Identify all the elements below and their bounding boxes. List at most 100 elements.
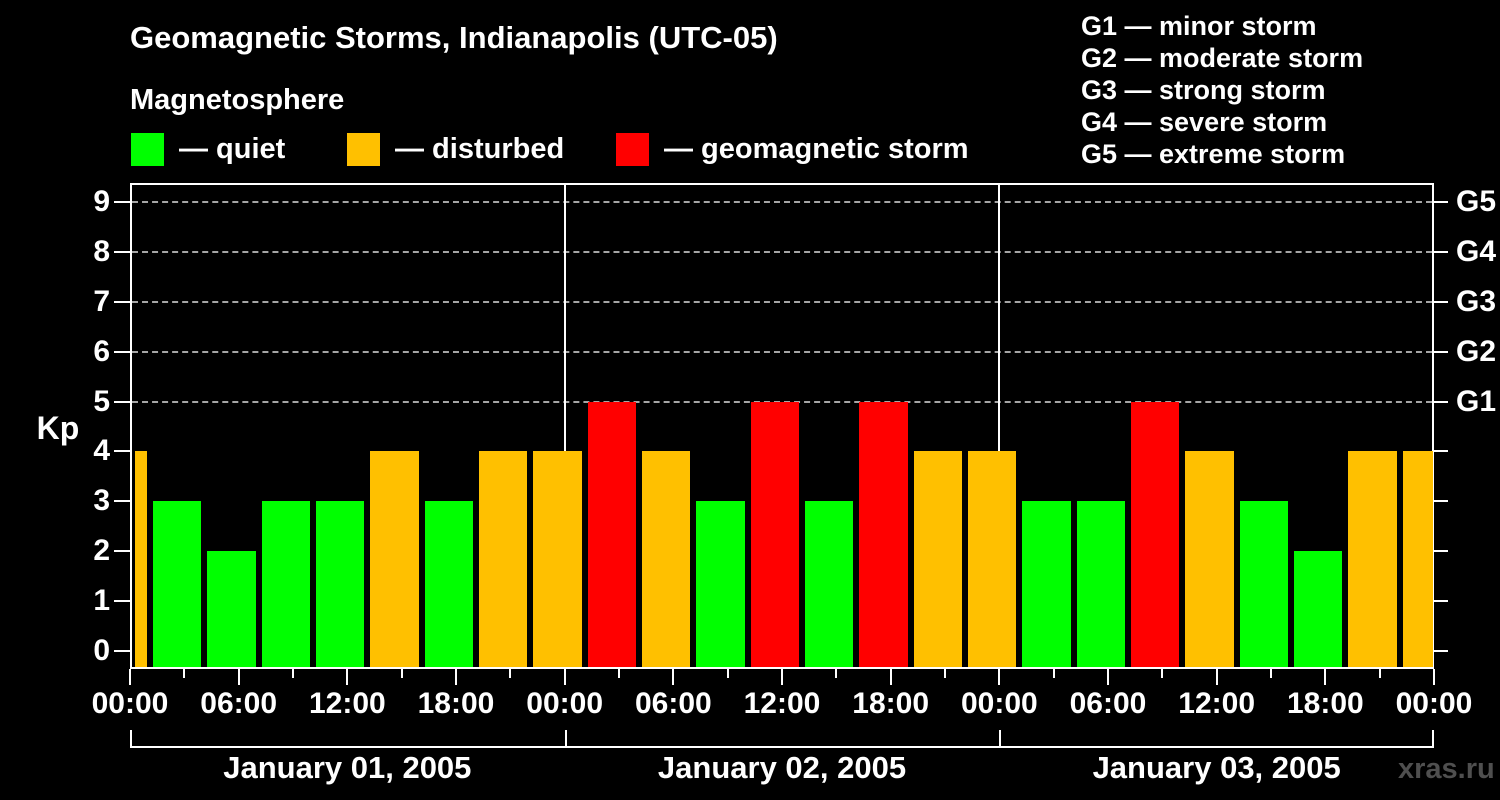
x-axis-tick bbox=[292, 669, 294, 678]
legend-label: — disturbed bbox=[395, 132, 565, 165]
x-axis-tick-label: 06:00 bbox=[1069, 687, 1147, 720]
x-axis-tick bbox=[944, 669, 946, 678]
kp-bar bbox=[533, 451, 582, 667]
y-axis-tick-label: 0 bbox=[93, 634, 110, 667]
x-axis-tick bbox=[400, 669, 403, 678]
g-level-label: G4 bbox=[1456, 234, 1497, 268]
x-axis-tick-label: 12:00 bbox=[308, 687, 386, 720]
kp-bar bbox=[696, 501, 745, 667]
y-axis-tick-label: 7 bbox=[93, 284, 110, 318]
y-axis-tick-label: 6 bbox=[93, 334, 110, 368]
y-axis-tick bbox=[114, 650, 130, 652]
x-axis-tick bbox=[1378, 669, 1381, 678]
kp-bar bbox=[135, 451, 148, 667]
day-label: January 03, 2005 bbox=[1092, 750, 1341, 785]
day-bracket-tick bbox=[999, 730, 1002, 746]
y-axis-tick bbox=[114, 300, 130, 303]
kp-bar bbox=[913, 451, 963, 667]
day-bracket-tick bbox=[1432, 730, 1434, 746]
kp-bar bbox=[805, 501, 854, 667]
right-axis-tick bbox=[1434, 550, 1448, 553]
y-axis-tick bbox=[114, 250, 130, 253]
kp-bar bbox=[207, 551, 256, 667]
storm-scale-line: G5 — extreme storm bbox=[1081, 139, 1346, 169]
y-axis-tick-label: 8 bbox=[93, 234, 110, 268]
x-axis-tick-label: 00:00 bbox=[91, 687, 169, 720]
x-axis-tick-label: 06:00 bbox=[634, 687, 712, 720]
right-axis-tick bbox=[1434, 400, 1448, 403]
plot-area bbox=[130, 183, 1434, 669]
watermark: xras.ru bbox=[1398, 753, 1495, 785]
right-axis-tick bbox=[1434, 450, 1448, 453]
x-axis-tick bbox=[346, 669, 349, 685]
y-axis-tick bbox=[114, 550, 130, 553]
y-axis-tick bbox=[114, 500, 130, 503]
x-axis-tick bbox=[889, 669, 892, 685]
x-axis-tick bbox=[672, 669, 675, 685]
legend-item: — quiet bbox=[131, 132, 285, 166]
x-axis-tick bbox=[129, 669, 131, 685]
x-axis-tick bbox=[998, 669, 1001, 685]
x-axis-tick bbox=[1433, 669, 1435, 685]
kp-axis-title: Kp bbox=[36, 410, 80, 446]
g-level-label: G5 bbox=[1456, 184, 1497, 218]
x-axis-tick bbox=[835, 669, 838, 678]
day-bracket-tick bbox=[130, 730, 132, 746]
y-axis-tick-label: 1 bbox=[93, 584, 110, 618]
storm-scale-line: G2 — moderate storm bbox=[1081, 43, 1364, 73]
g-level-label: G3 bbox=[1456, 284, 1497, 318]
chart-title: Geomagnetic Storms, Indianapolis (UTC-05… bbox=[130, 20, 778, 55]
storm-scale-legend: G1 — minor storm G2 — moderate storm G3 — … bbox=[1081, 10, 1363, 170]
x-axis-tick-label: 12:00 bbox=[743, 687, 821, 720]
kp-bar bbox=[316, 501, 365, 667]
right-axis-tick bbox=[1434, 250, 1448, 253]
kp-bar bbox=[750, 401, 800, 667]
kp-bar bbox=[1348, 451, 1397, 667]
g-level-label: G1 bbox=[1456, 384, 1497, 418]
x-axis-tick bbox=[618, 669, 620, 678]
kp-bar bbox=[859, 401, 908, 667]
y-axis-tick bbox=[114, 450, 130, 453]
right-axis-tick bbox=[1434, 650, 1448, 652]
kp-bar bbox=[587, 401, 637, 667]
x-axis-tick bbox=[183, 669, 186, 678]
y-axis-tick bbox=[114, 600, 130, 603]
kp-bar bbox=[642, 451, 691, 667]
day-label: January 01, 2005 bbox=[223, 750, 472, 785]
disturbed-swatch-icon bbox=[347, 132, 380, 166]
plot-gridline bbox=[132, 350, 1432, 353]
x-axis-tick bbox=[1324, 669, 1327, 685]
x-axis-tick bbox=[1215, 669, 1218, 685]
x-axis-tick bbox=[563, 669, 566, 685]
x-axis-tick-label: 00:00 bbox=[526, 687, 604, 720]
kp-bar bbox=[1131, 401, 1180, 667]
kp-bar bbox=[968, 451, 1017, 667]
y-axis-tick-label: 3 bbox=[93, 484, 110, 518]
right-axis-tick bbox=[1434, 200, 1448, 203]
x-axis-tick bbox=[237, 669, 240, 685]
g-level-label: G2 bbox=[1456, 334, 1497, 368]
day-divider-line bbox=[998, 185, 1001, 667]
kp-bar bbox=[261, 501, 311, 667]
kp-bar bbox=[424, 501, 474, 667]
day-bracket-tick bbox=[564, 730, 567, 746]
kp-bar bbox=[370, 451, 419, 667]
kp-bar bbox=[1294, 551, 1343, 667]
kp-bar bbox=[1022, 501, 1071, 667]
x-axis-tick bbox=[455, 669, 457, 685]
kp-bar bbox=[1076, 501, 1126, 667]
storm-swatch-icon bbox=[616, 132, 649, 166]
x-axis-tick-label: 18:00 bbox=[852, 687, 930, 720]
right-axis-tick bbox=[1434, 350, 1448, 353]
plot-gridline bbox=[132, 200, 1432, 203]
x-axis-tick-label: 18:00 bbox=[1286, 687, 1364, 720]
x-axis-tick-label: 00:00 bbox=[960, 687, 1038, 720]
right-axis-tick bbox=[1434, 500, 1448, 503]
x-axis-tick bbox=[1161, 669, 1164, 678]
x-axis-tick-label: 12:00 bbox=[1178, 687, 1256, 720]
x-axis-tick bbox=[509, 669, 512, 678]
kp-bar bbox=[1185, 451, 1234, 667]
legend-label: — geomagnetic storm bbox=[664, 132, 969, 165]
y-axis-tick-label: 5 bbox=[93, 384, 110, 418]
y-axis-tick-label: 9 bbox=[93, 184, 110, 218]
